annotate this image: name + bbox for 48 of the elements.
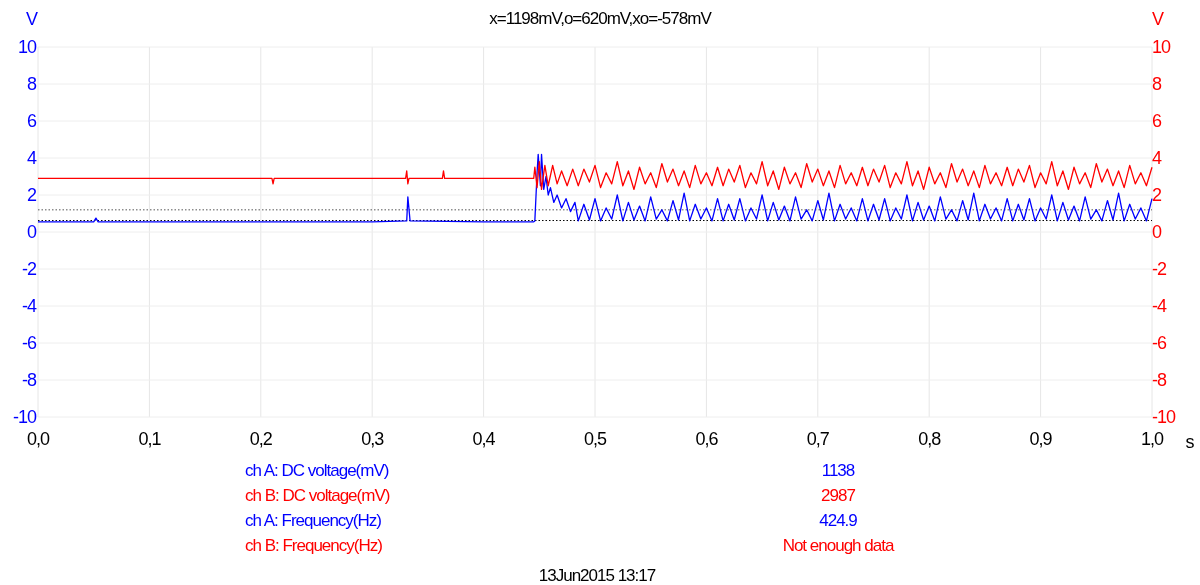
text: 424.9 [819,511,858,530]
text: ch B: Frequency(Hz) [245,536,383,555]
x-tick-label: 0,7 [806,429,830,449]
text: 1138 [821,461,855,480]
x-tick-label: 0,1 [138,429,162,449]
y2-tick-label: -10 [1152,407,1176,427]
text: 13Jun2015 13:17 [538,566,656,585]
y-tick-label: 0 [26,222,37,242]
line-series [37,153,1153,223]
text: Not enough data [782,536,895,555]
y-tick-label: -4 [21,296,37,316]
x-axis-title: s [1185,432,1195,452]
x-tick-label: 0,8 [918,429,942,449]
x-tick-label: 0,9 [1029,429,1053,449]
y2-tick-label: -8 [1152,370,1167,390]
x-tick-label: 1,0 [1140,429,1164,449]
text: ch A: Frequency(Hz) [245,511,382,530]
y-tick-label: 2 [26,185,37,205]
y-tick-label: 8 [26,74,37,94]
x-tick-label: 0,2 [249,429,273,449]
x-tick-label: 0,6 [695,429,719,449]
y-tick-label: 4 [26,148,37,168]
y2-tick-label: 8 [1152,74,1162,94]
text: ch B: DC voltage(mV) [245,486,390,505]
chart-title: x=1198mV,o=620mV,xo=-578mV [489,9,713,28]
y2-tick-label: 10 [1152,37,1172,57]
y-tick-label: 10 [17,37,37,57]
text: 2987 [821,486,856,505]
x-tick-label: 0,5 [583,429,607,449]
y-axis-title: V [25,9,39,29]
y-tick-label: -10 [12,407,37,427]
y2-tick-label: 4 [1152,148,1162,168]
x-tick-label: 0,0 [26,429,50,449]
y-tick-label: -2 [21,259,37,279]
y2-tick-label: 2 [1152,185,1162,205]
text: ch A: DC voltage(mV) [245,461,389,480]
y2-axis-title: V [1151,9,1165,29]
y-tick-label: -6 [21,333,37,353]
x-tick-label: 0,3 [361,429,385,449]
y2-tick-label: 0 [1152,222,1162,242]
y-tick-label: 6 [26,111,37,131]
y2-tick-label: -2 [1152,259,1167,279]
x-tick-label: 0,4 [472,429,496,449]
y2-tick-label: -6 [1152,333,1167,353]
y-tick-label: -8 [21,370,37,390]
y2-tick-label: -4 [1152,296,1167,316]
y2-tick-label: 6 [1152,111,1162,131]
line-series [37,161,1153,191]
